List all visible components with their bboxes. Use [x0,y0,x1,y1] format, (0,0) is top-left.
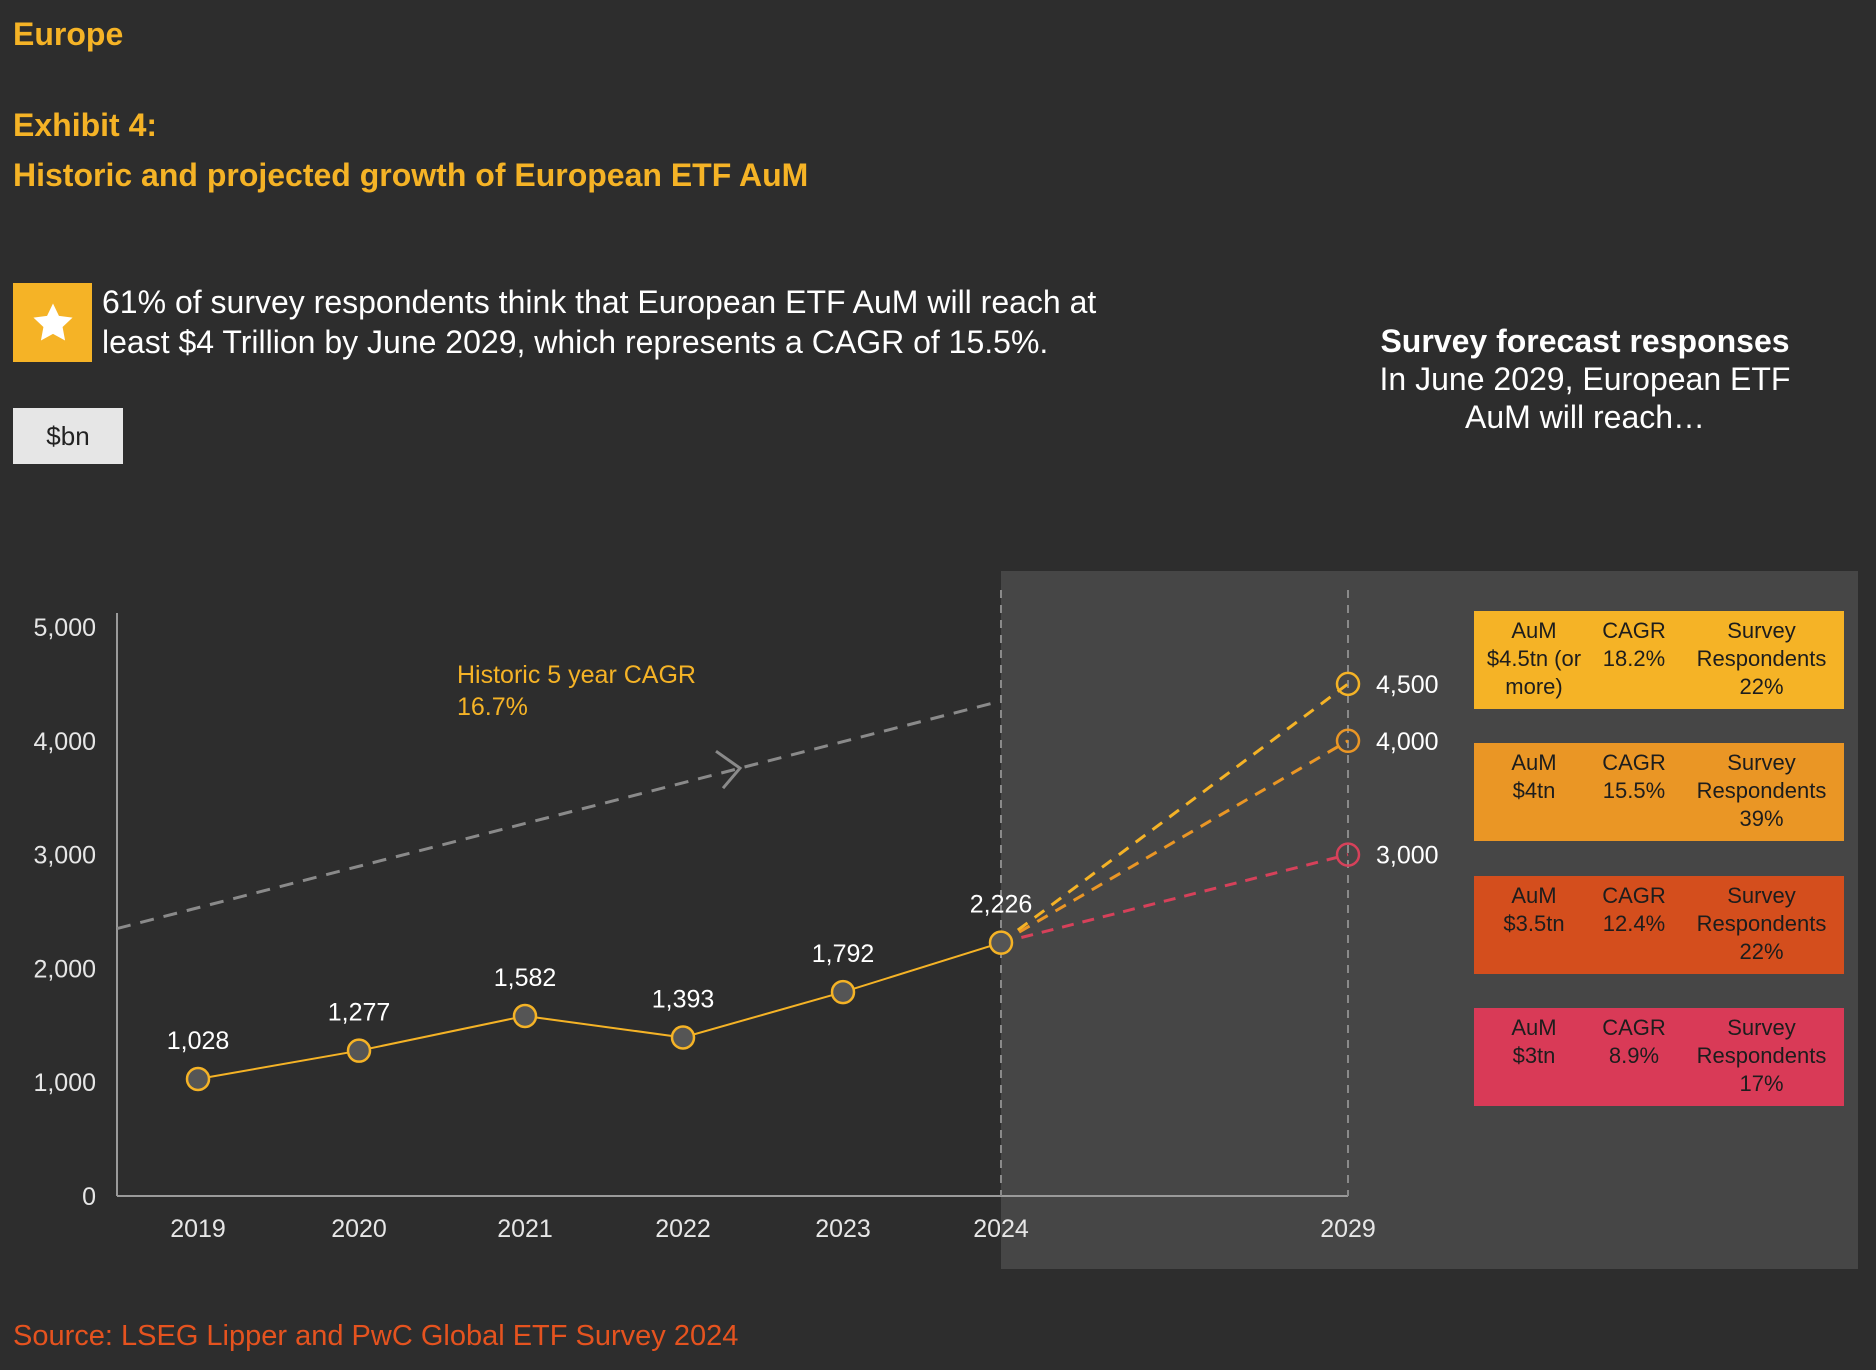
scenario-respondents-cell: Survey Respondents 22% [1684,882,1839,966]
scenario-cagr-cell: CAGR 15.5% [1594,749,1674,805]
forecast-panel-subtitle-2: AuM will reach… [1464,399,1706,435]
historic-value-label-2019: 1,028 [167,1027,230,1055]
projection-label-2: 3,000 [1376,842,1439,870]
scenario-card-1: AuM $4tn CAGR 15.5% Survey Respondents 39% [1474,743,1844,841]
x-tick-2020: 2020 [331,1215,387,1243]
scenario-cagr-value: 8.9% [1608,1043,1660,1068]
scenario-cagr-label: CAGR [1602,750,1666,775]
projection-line-0 [1000,682,1349,944]
scenario-respondents-value: 22% [1739,939,1784,964]
historic-point-2021 [512,1003,538,1029]
y-tick-1: 1,000 [33,1069,96,1097]
scenario-cagr-label: CAGR [1602,618,1666,643]
scenario-respondents-value: 39% [1739,806,1784,831]
trend-label-line-1: Historic 5 year CAGR [457,661,696,689]
scenario-card-2: AuM $3.5tn CAGR 12.4% Survey Respondents 22% [1474,876,1844,974]
source-note: Source: LSEG Lipper and PwC Global ETF S… [13,1320,739,1352]
unit-badge: $bn [13,408,123,464]
historic-point-2022 [670,1025,696,1050]
scenario-aum-value: $3.5tn [1503,911,1565,936]
projection-point-0 [1335,671,1361,697]
scenario-aum-label: AuM [1511,883,1557,908]
scenario-aum-cell: AuM $3tn [1479,1014,1589,1070]
forecast-panel-subtitle-1: In June 2029, European ETF [1379,361,1791,397]
scenario-respondents-label: Survey Respondents [1696,618,1827,671]
scenario-respondents-cell: Survey Respondents 39% [1684,749,1839,833]
callout-line-2: least $4 Trillion by June 2029, which re… [102,324,1049,360]
scenario-aum-label: AuM [1511,1015,1557,1040]
projection-label-0: 4,500 [1376,671,1439,699]
exhibit-label: Exhibit 4: [13,107,158,143]
scenario-respondents-value: 17% [1739,1071,1784,1096]
x-tick-2021: 2021 [497,1215,553,1243]
callout-line-1: 61% of survey respondents think that Eur… [102,284,1097,320]
projection-line-2 [1000,853,1349,945]
x-tick-2029: 2029 [1320,1215,1376,1243]
projection-label-1: 4,000 [1376,728,1439,756]
forecast-panel-heading: Survey forecast responses In June 2029, … [1325,322,1845,436]
scenario-aum-cell: AuM $4.5tn (or more) [1479,617,1589,701]
scenario-aum-cell: AuM $4tn [1479,749,1589,805]
scenario-cagr-value: 12.4% [1602,911,1666,936]
scenario-cagr-label: CAGR [1602,1015,1666,1040]
trend-label-line-2: 16.7% [457,693,528,721]
exhibit-title: Historic and projected growth of Europea… [13,157,809,193]
exhibit-heading: Exhibit 4: Historic and projected growth… [13,100,808,200]
scenario-respondents-cell: Survey Respondents 22% [1684,617,1839,701]
x-tick-2019: 2019 [170,1215,226,1243]
x-tick-2022: 2022 [655,1215,711,1243]
scenario-aum-label: AuM [1511,618,1557,643]
projection-lines: 4,500 4,000 3,000 [1000,671,1439,945]
scenario-respondents-label: Survey Respondents [1696,750,1827,803]
trend-arrow-icon [715,749,743,790]
scenario-respondents-cell: Survey Respondents 17% [1684,1014,1839,1098]
scenario-cagr-cell: CAGR 18.2% [1594,617,1674,673]
historic-aum-line [197,941,1002,1080]
y-tick-4: 4,000 [33,728,96,756]
scenario-card-0: AuM $4.5tn (or more) CAGR 18.2% Survey Respo… [1474,611,1844,709]
historic-point-2024 [988,930,1014,955]
historic-value-label-2024: 2,226 [970,891,1033,919]
callout-text: 61% of survey respondents think that Eur… [102,282,1182,362]
y-tick-0: 0 [82,1183,96,1211]
scenario-aum-label: AuM [1511,750,1557,775]
historic-value-label-2021: 1,582 [494,964,557,992]
scenario-aum-value: $4tn [1512,778,1556,803]
y-tick-5: 5,000 [33,614,96,642]
historic-value-label-2023: 1,792 [812,940,875,968]
x-tick-labels: 2019 2020 2021 2022 2023 2024 2029 [170,1215,1376,1243]
scenario-respondents-label: Survey Respondents [1696,883,1827,936]
projection-point-2 [1335,842,1361,867]
scenario-cagr-label: CAGR [1602,883,1666,908]
historic-points: 1,028 1,277 1,582 1,393 1,792 2,226 [167,891,1033,1092]
historic-point-2020 [346,1038,372,1063]
scenario-cagr-value: 15.5% [1602,778,1666,803]
x-tick-2024: 2024 [973,1215,1029,1243]
y-tick-2: 2,000 [33,955,96,983]
scenario-card-3: AuM $3tn CAGR 8.9% Survey Respondents 17% [1474,1008,1844,1106]
y-tick-3: 3,000 [33,842,96,870]
scenario-cagr-value: 18.2% [1602,646,1666,671]
historic-point-2019 [185,1066,211,1092]
scenario-cagr-cell: CAGR 12.4% [1594,882,1674,938]
historic-value-label-2022: 1,393 [652,985,715,1013]
projection-point-1 [1335,728,1361,754]
forecast-panel-title: Survey forecast responses [1380,323,1790,359]
scenario-respondents-value: 22% [1739,674,1784,699]
historic-value-label-2020: 1,277 [328,999,391,1027]
section-title: Europe [13,16,124,52]
star-icon [13,283,92,362]
scenario-cagr-cell: CAGR 8.9% [1594,1014,1674,1070]
y-tick-labels: 0 1,000 2,000 3,000 4,000 5,000 [33,614,96,1211]
x-tick-2023: 2023 [815,1215,871,1243]
historic-cagr-trend-line [116,699,1002,931]
scenario-respondents-label: Survey Respondents [1696,1015,1827,1068]
scenario-aum-value: $3tn [1512,1043,1556,1068]
scenario-aum-value: $4.5tn (or more) [1486,646,1582,699]
historic-point-2023 [830,979,856,1005]
projection-line-1 [1000,739,1349,944]
scenario-aum-cell: AuM $3.5tn [1479,882,1589,938]
